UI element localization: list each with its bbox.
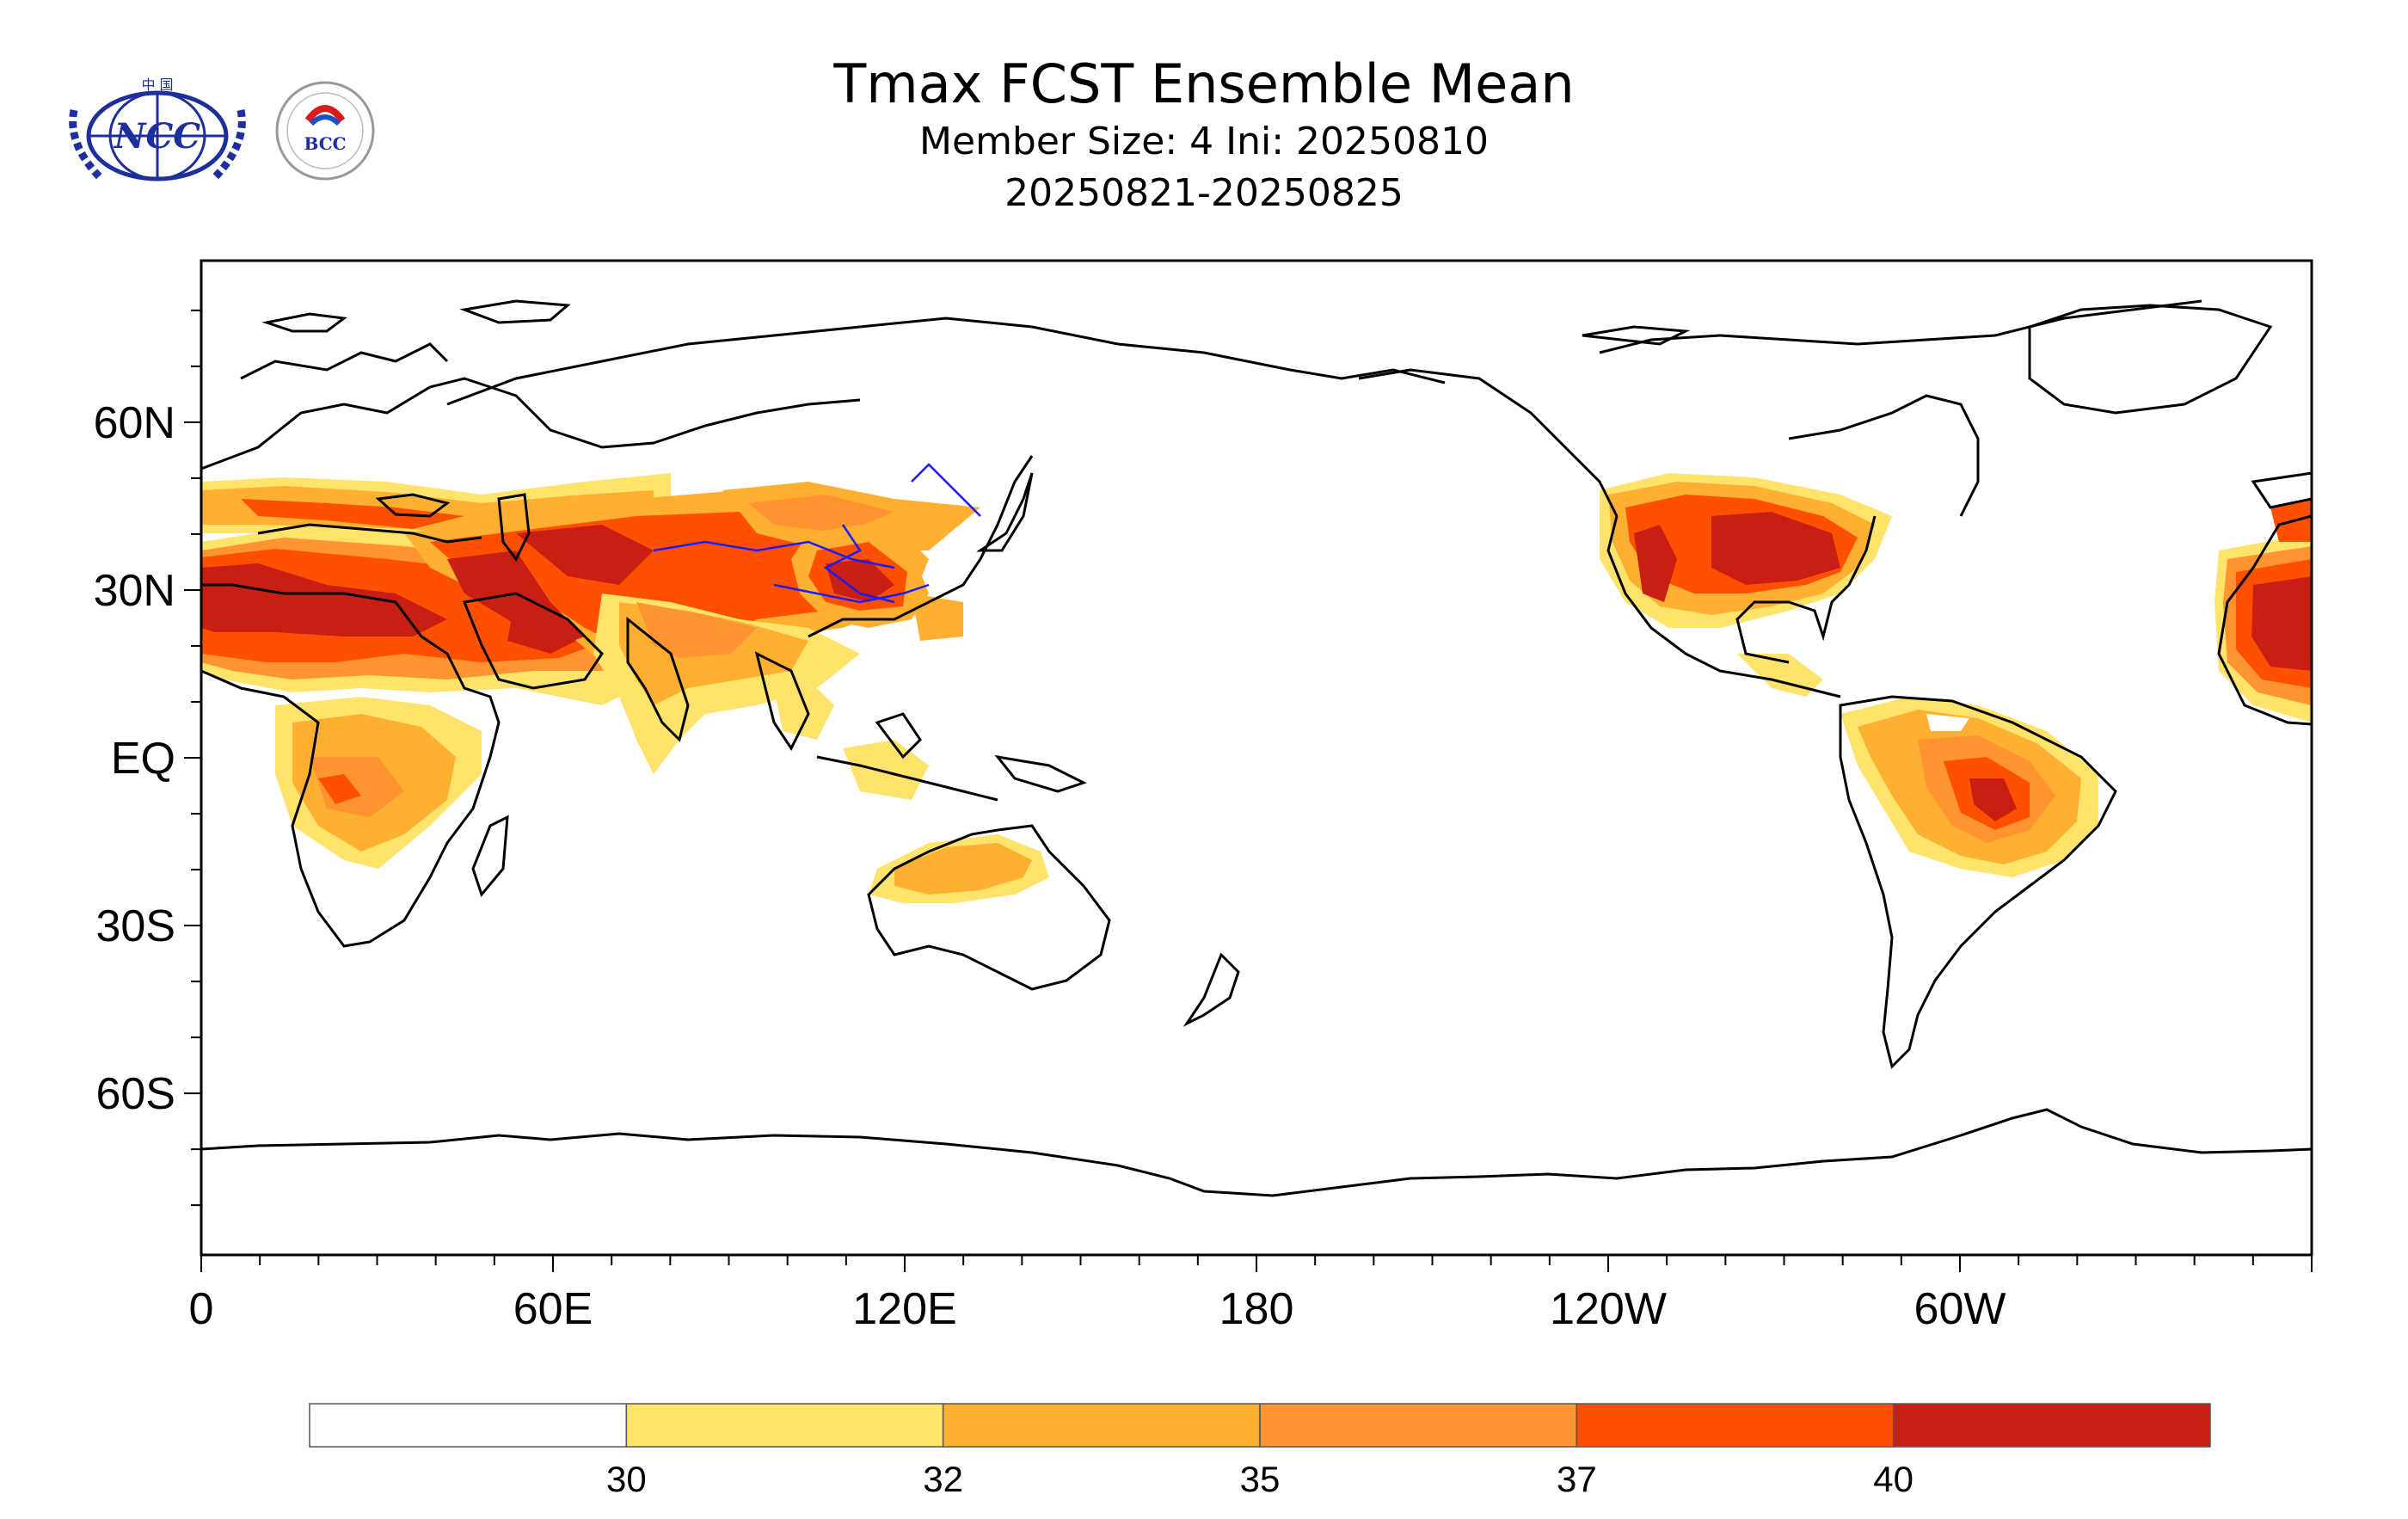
bcc-logo: BCC bbox=[273, 79, 377, 186]
map-title: Tmax FCST Ensemble Mean bbox=[833, 52, 1575, 115]
lat-label: 60N bbox=[94, 398, 175, 448]
lon-label: 120W bbox=[1550, 1284, 1667, 1334]
colorbar-swatch bbox=[1259, 1403, 1578, 1448]
lat-label: 30N bbox=[94, 566, 175, 616]
colorbar-swatch bbox=[309, 1403, 628, 1448]
heat-west-africa-wrap bbox=[2214, 499, 2312, 723]
colorbar: 30 32 35 37 40 bbox=[309, 1403, 2211, 1499]
map-plot-area bbox=[201, 261, 2312, 1255]
lon-label: 0 bbox=[189, 1284, 214, 1334]
lon-label: 180 bbox=[1219, 1284, 1294, 1334]
lon-label: 60E bbox=[513, 1284, 593, 1334]
heat-north-america bbox=[1600, 473, 1892, 628]
axis-layer: 60N 30N EQ 30S 60S 0 60E 120E 180 120W 60W bbox=[94, 309, 2313, 1334]
heat-south-america bbox=[1840, 697, 2098, 877]
svg-text:中 国: 中 国 bbox=[141, 77, 173, 93]
lat-label: 60S bbox=[95, 1069, 175, 1119]
heat-central-asia bbox=[722, 482, 980, 550]
ncc-logo: NCC 中 国 bbox=[67, 76, 248, 193]
lon-label: 120E bbox=[852, 1284, 956, 1334]
colorbar-swatch bbox=[625, 1403, 944, 1448]
colorbar-label: 35 bbox=[1240, 1459, 1281, 1499]
heat-australia bbox=[869, 834, 1049, 903]
coastlines bbox=[201, 299, 2312, 1197]
lat-label: 30S bbox=[95, 901, 175, 951]
colorbar-label: 30 bbox=[606, 1459, 647, 1499]
rivers bbox=[653, 463, 981, 604]
heat-se-asia bbox=[774, 680, 929, 800]
map-subtitle-members: Member Size: 4 Ini: 20250810 bbox=[919, 120, 1489, 163]
colorbar-label: 37 bbox=[1557, 1459, 1597, 1499]
svg-text:BCC: BCC bbox=[304, 133, 346, 154]
heat-south-asia bbox=[593, 593, 860, 774]
lon-label: 60W bbox=[1914, 1284, 2006, 1334]
colorbar-swatch bbox=[942, 1403, 1261, 1448]
colorbar-label: 32 bbox=[923, 1459, 963, 1499]
map-subtitle-dates: 20250821-20250825 bbox=[1004, 171, 1404, 215]
lat-label: EQ bbox=[111, 734, 175, 784]
colorbar-label: 40 bbox=[1873, 1459, 1914, 1499]
heat-east-china bbox=[791, 525, 963, 641]
colorbar-swatch bbox=[1576, 1403, 1895, 1448]
colorbar-swatch bbox=[1892, 1403, 2211, 1448]
svg-text:NCC: NCC bbox=[113, 116, 200, 157]
